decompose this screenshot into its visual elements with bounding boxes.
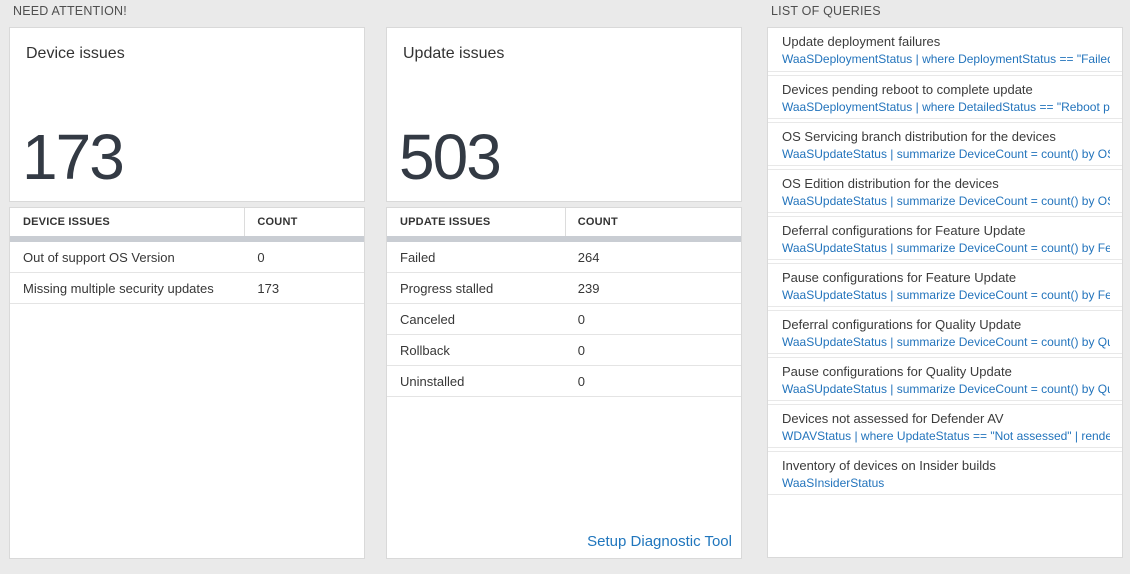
list-of-queries-header: LIST OF QUERIES <box>771 4 881 18</box>
device-issues-card-title: Device issues <box>26 45 125 62</box>
query-title: OS Servicing branch distribution for the… <box>782 129 1056 144</box>
row-count: 239 <box>577 280 600 296</box>
query-item[interactable]: Devices not assessed for Defender AV WDA… <box>768 404 1122 448</box>
query-item[interactable]: Pause configurations for Feature Update … <box>768 263 1122 307</box>
query-title: Pause configurations for Feature Update <box>782 270 1017 285</box>
row-label: Failed <box>400 249 436 265</box>
query-item[interactable]: Pause configurations for Quality Update … <box>768 357 1122 401</box>
row-count: 0 <box>577 311 585 327</box>
row-count: 0 <box>577 342 585 358</box>
query-item[interactable]: Deferral configurations for Quality Upda… <box>768 310 1122 354</box>
query-item[interactable]: OS Edition distribution for the devices … <box>768 169 1122 213</box>
queries-column: LIST OF QUERIES Update deployment failur… <box>767 0 1123 574</box>
table-row[interactable]: Canceled 0 <box>387 304 741 335</box>
table-row[interactable]: Uninstalled 0 <box>387 366 741 397</box>
query-link[interactable]: WaaSUpdateStatus | summarize DeviceCount… <box>782 382 1110 396</box>
query-link[interactable]: WDAVStatus | where UpdateStatus == "Not … <box>782 429 1110 443</box>
device-issues-table-header: DEVICE ISSUES COUNT <box>10 208 364 236</box>
query-item[interactable]: Update deployment failures WaaSDeploymen… <box>768 28 1122 72</box>
row-label: Rollback <box>400 342 450 358</box>
query-link[interactable]: WaaSUpdateStatus | summarize DeviceCount… <box>782 288 1110 302</box>
query-title: Pause configurations for Quality Update <box>782 364 1012 379</box>
query-link[interactable]: WaaSUpdateStatus | summarize DeviceCount… <box>782 335 1110 349</box>
device-issues-table: DEVICE ISSUES COUNT Out of support OS Ve… <box>9 207 365 559</box>
row-label: Missing multiple security updates <box>23 280 214 296</box>
query-item[interactable]: Deferral configurations for Feature Upda… <box>768 216 1122 260</box>
update-issues-count: 503 <box>399 121 502 193</box>
query-title: Devices not assessed for Defender AV <box>782 411 1004 426</box>
query-link[interactable]: WaaSUpdateStatus | summarize DeviceCount… <box>782 194 1110 208</box>
query-title: Inventory of devices on Insider builds <box>782 458 996 473</box>
query-link[interactable]: WaaSUpdateStatus | summarize DeviceCount… <box>782 147 1110 161</box>
query-link[interactable]: WaaSInsiderStatus <box>782 476 885 490</box>
row-label: Progress stalled <box>400 280 494 296</box>
need-attention-header: NEED ATTENTION! <box>13 4 127 18</box>
query-title: OS Edition distribution for the devices <box>782 176 999 191</box>
need-attention-column: NEED ATTENTION! Device issues 173 DEVICE… <box>9 0 365 574</box>
count-column-header: COUNT <box>257 216 298 228</box>
query-title: Devices pending reboot to complete updat… <box>782 82 1033 97</box>
count-column-header: COUNT <box>577 216 618 228</box>
query-link[interactable]: WaaSDeploymentStatus | where DetailedSta… <box>782 100 1110 114</box>
table-divider-bar <box>387 236 741 242</box>
setup-diagnostic-tool-link[interactable]: Setup Diagnostic Tool <box>587 533 732 550</box>
table-row[interactable]: Failed 264 <box>387 242 741 273</box>
update-issues-column-header: UPDATE ISSUES <box>387 208 566 236</box>
query-item[interactable]: OS Servicing branch distribution for the… <box>768 122 1122 166</box>
device-issues-column-header: DEVICE ISSUES <box>10 208 246 236</box>
query-title: Deferral configurations for Quality Upda… <box>782 317 1022 332</box>
table-row[interactable]: Missing multiple security updates 173 <box>10 273 364 304</box>
table-row[interactable]: Progress stalled 239 <box>387 273 741 304</box>
query-title: Deferral configurations for Feature Upda… <box>782 223 1026 238</box>
query-item[interactable]: Inventory of devices on Insider builds W… <box>768 451 1122 495</box>
row-count: 0 <box>257 249 265 265</box>
queries-list: Update deployment failures WaaSDeploymen… <box>767 27 1123 558</box>
query-title: Update deployment failures <box>782 34 941 49</box>
update-issues-card[interactable]: Update issues 503 <box>386 27 742 202</box>
row-label: Out of support OS Version <box>23 249 175 265</box>
row-count: 0 <box>577 373 585 389</box>
update-issues-column: Update issues 503 UPDATE ISSUES COUNT Fa… <box>386 0 742 574</box>
update-issues-card-title: Update issues <box>403 45 505 62</box>
table-row[interactable]: Rollback 0 <box>387 335 741 366</box>
row-label: Canceled <box>400 311 455 327</box>
query-link[interactable]: WaaSDeploymentStatus | where DeploymentS… <box>782 52 1110 66</box>
device-issues-count: 173 <box>22 121 125 193</box>
row-count: 173 <box>257 280 280 296</box>
row-label: Uninstalled <box>400 373 465 389</box>
row-count: 264 <box>577 249 600 265</box>
table-divider-bar <box>10 236 364 242</box>
device-issues-card[interactable]: Device issues 173 <box>9 27 365 202</box>
query-item[interactable]: Devices pending reboot to complete updat… <box>768 75 1122 119</box>
query-link[interactable]: WaaSUpdateStatus | summarize DeviceCount… <box>782 241 1110 255</box>
table-row[interactable]: Out of support OS Version 0 <box>10 242 364 273</box>
update-issues-table-header: UPDATE ISSUES COUNT <box>387 208 741 236</box>
update-issues-table: UPDATE ISSUES COUNT Failed 264 Progress … <box>386 207 742 559</box>
